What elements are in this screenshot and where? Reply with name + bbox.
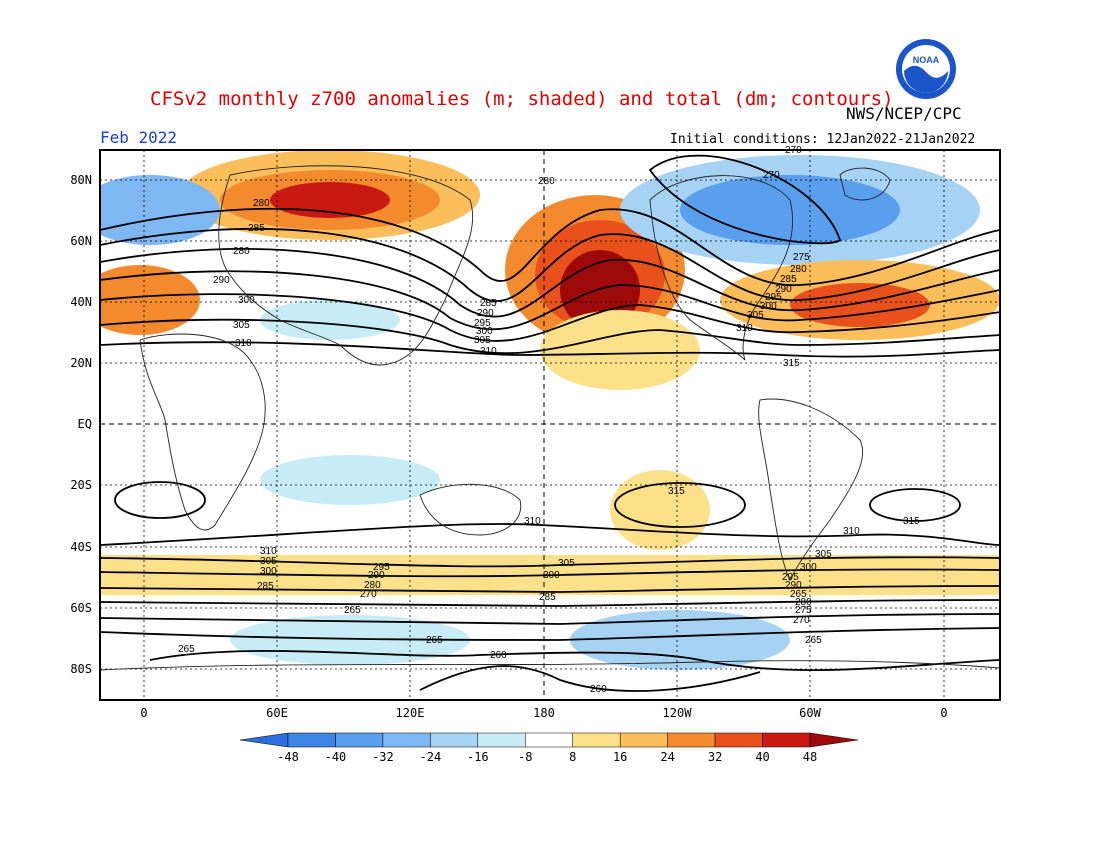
- colorbar-label: -48: [277, 750, 299, 764]
- colorbar-label: -32: [372, 750, 394, 764]
- colorbar-label: -40: [325, 750, 347, 764]
- colorbar-label: -24: [420, 750, 442, 764]
- colorbar-bin: [572, 732, 621, 748]
- lat-tick: 80S: [70, 662, 92, 676]
- colorbar-label: 32: [708, 750, 722, 764]
- colorbar-label: -16: [467, 750, 489, 764]
- colorbar-label: 40: [755, 750, 769, 764]
- reference-lines: [100, 150, 1000, 700]
- lat-tick: 20N: [70, 356, 92, 370]
- agency-label: NWS/NCEP/CPC: [846, 104, 962, 123]
- colorbar-bin: [477, 732, 526, 748]
- noaa-logo-icon: NOAA: [896, 39, 956, 99]
- coastlines: [100, 165, 1000, 671]
- lon-tick: 120E: [395, 706, 425, 720]
- lat-tick: 20S: [70, 478, 92, 492]
- colorbar-bin: [287, 732, 336, 748]
- chart-title: CFSv2 monthly z700 anomalies (m; shaded)…: [150, 88, 894, 110]
- lat-tick: 40S: [70, 540, 92, 554]
- svg-text:NOAA: NOAA: [913, 55, 940, 65]
- height-contours: [100, 154, 1000, 692]
- colorbar-arrow-low: [239, 732, 289, 748]
- colorbar: -48 -40 -32 -24 -16 -8 8 16 24 32 40 48: [239, 732, 859, 764]
- colorbar-label: 8: [569, 750, 576, 764]
- colorbar-label: 48: [803, 750, 817, 764]
- colorbar-label: 16: [613, 750, 627, 764]
- lon-tick: 120W: [662, 706, 692, 720]
- lon-tick: 60E: [266, 706, 288, 720]
- lat-tick: 60S: [70, 601, 92, 615]
- lat-tick: 80N: [70, 173, 92, 187]
- lon-tick: 0: [140, 706, 148, 720]
- colorbar-bin: [619, 732, 668, 748]
- lat-tick: 40N: [70, 295, 92, 309]
- colorbar-label: -8: [518, 750, 532, 764]
- lon-tick: 0: [940, 706, 948, 720]
- initial-conditions: Initial conditions: 12Jan2022-21Jan2022: [670, 132, 976, 147]
- map-frame: [99, 149, 1001, 701]
- colorbar-bin: [430, 732, 479, 748]
- lon-tick: 60W: [799, 706, 821, 720]
- colorbar-arrow-high: [809, 732, 859, 748]
- colorbar-bin: [714, 732, 763, 748]
- colorbar-label: 24: [660, 750, 674, 764]
- anomaly-shading: [100, 150, 1000, 670]
- colorbar-bin: [525, 732, 573, 748]
- colorbar-bin: [335, 732, 384, 748]
- lon-tick: 180: [533, 706, 555, 720]
- lat-tick: EQ: [77, 417, 92, 431]
- lat-tick: 60N: [70, 234, 92, 248]
- colorbar-bin: [667, 732, 716, 748]
- colorbar-bin: [382, 732, 431, 748]
- forecast-month: Feb 2022: [100, 128, 178, 147]
- colorbar-bin: [762, 732, 811, 748]
